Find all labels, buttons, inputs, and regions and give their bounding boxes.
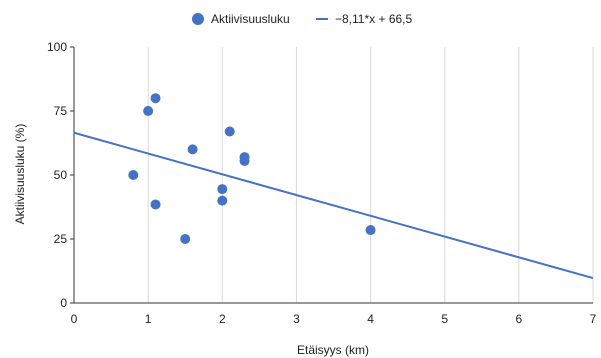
x-tick-label-6: 6 bbox=[516, 312, 523, 326]
data-point-7 bbox=[217, 195, 228, 206]
y-tick-label-0: 0 bbox=[60, 296, 67, 310]
y-tick-label-2: 50 bbox=[54, 168, 68, 182]
data-point-11 bbox=[365, 225, 376, 236]
legend-label-scatter: Aktiivisuusluku bbox=[211, 12, 290, 26]
data-point-2 bbox=[150, 93, 161, 104]
data-point-5 bbox=[187, 144, 198, 155]
legend: Aktiivisuusluku −8,11*x + 66,5 bbox=[192, 12, 413, 26]
x-tick-label-4: 4 bbox=[367, 312, 374, 326]
gridlines bbox=[147, 47, 594, 303]
x-tick-label-1: 1 bbox=[145, 312, 152, 326]
data-point-0 bbox=[128, 170, 139, 180]
legend-label-trendline: −8,11*x + 66,5 bbox=[335, 12, 413, 26]
legend-marker-scatter bbox=[192, 13, 204, 25]
trendline-layer bbox=[73, 131, 594, 280]
x-axis-ticks: 0 1 2 3 4 5 6 7 bbox=[71, 312, 597, 326]
x-tick-label-5: 5 bbox=[441, 312, 448, 326]
y-tick-label-3: 75 bbox=[54, 104, 68, 118]
x-tick-label-3: 3 bbox=[293, 312, 300, 326]
x-tick-label-2: 2 bbox=[219, 312, 226, 326]
y-axis-title: Aktiivisuusluku (%) bbox=[13, 124, 27, 225]
x-tick-label-7: 7 bbox=[590, 312, 597, 326]
x-axis-title: Etäisyys (km) bbox=[297, 343, 369, 357]
data-point-1 bbox=[143, 106, 154, 116]
y-tick-label-4: 100 bbox=[47, 40, 67, 54]
trendline bbox=[73, 131, 594, 280]
x-tick-label-0: 0 bbox=[71, 312, 78, 326]
data-point-4 bbox=[180, 234, 191, 244]
data-points bbox=[128, 93, 376, 244]
y-axis-ticks: 0 25 50 75 100 bbox=[47, 40, 74, 310]
data-point-10 bbox=[239, 155, 250, 166]
y-tick-label-1: 25 bbox=[54, 232, 68, 246]
data-point-8 bbox=[224, 126, 235, 137]
axes bbox=[73, 47, 593, 304]
data-point-3 bbox=[150, 199, 161, 210]
data-point-6 bbox=[217, 184, 228, 195]
